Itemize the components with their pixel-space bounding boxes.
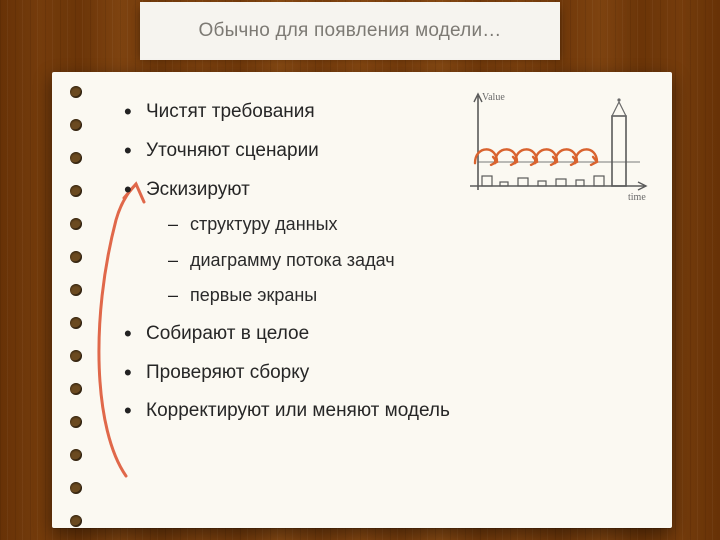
bullet-text: Эскизируют (146, 179, 250, 200)
spiral-hole (70, 218, 82, 230)
bullet-item: Корректируют или меняют модель (124, 399, 642, 423)
notebook-paper: Valuetime Чистят требованияУточняют сцен… (52, 72, 672, 528)
sub-bullet-item: диаграмму потока задач (146, 249, 642, 272)
bullet-list: Чистят требования Уточняют сценарии Эскизи… (124, 100, 642, 423)
bullet-text: Уточняют сценарии (146, 140, 319, 161)
bullet-item: Чистят требования (124, 100, 642, 124)
bullet-item: Собирают в целое (124, 322, 642, 346)
spiral-hole (70, 185, 82, 197)
bullet-text: Проверяют сборку (146, 362, 309, 383)
bullet-text: Собирают в целое (146, 323, 309, 344)
bullet-item: Проверяют сборку (124, 361, 642, 385)
spiral-hole (70, 284, 82, 296)
spiral-hole (70, 317, 82, 329)
slide-title: Обычно для появления модели… (199, 20, 502, 42)
spiral-holes (70, 72, 84, 528)
spiral-hole (70, 383, 82, 395)
spiral-hole (70, 350, 82, 362)
spiral-hole (70, 251, 82, 263)
title-strip: Обычно для появления модели… (140, 6, 560, 56)
bullet-text: Чистят требования (146, 101, 315, 122)
bullet-text: Корректируют или меняют модель (146, 400, 450, 421)
spiral-hole (70, 86, 82, 98)
sub-bullet-list: структуру данных диаграмму потока задач пе… (146, 213, 642, 307)
sub-bullet-item: структуру данных (146, 213, 642, 236)
spiral-hole (70, 416, 82, 428)
spiral-hole (70, 152, 82, 164)
bullet-item: Эскизируют структуру данных диаграмму пото… (124, 178, 642, 307)
sub-bullet-item: первые экраны (146, 284, 642, 307)
spiral-hole (70, 482, 82, 494)
bullet-item: Уточняют сценарии (124, 139, 642, 163)
spiral-hole (70, 119, 82, 131)
spiral-hole (70, 449, 82, 461)
spiral-hole (70, 515, 82, 527)
